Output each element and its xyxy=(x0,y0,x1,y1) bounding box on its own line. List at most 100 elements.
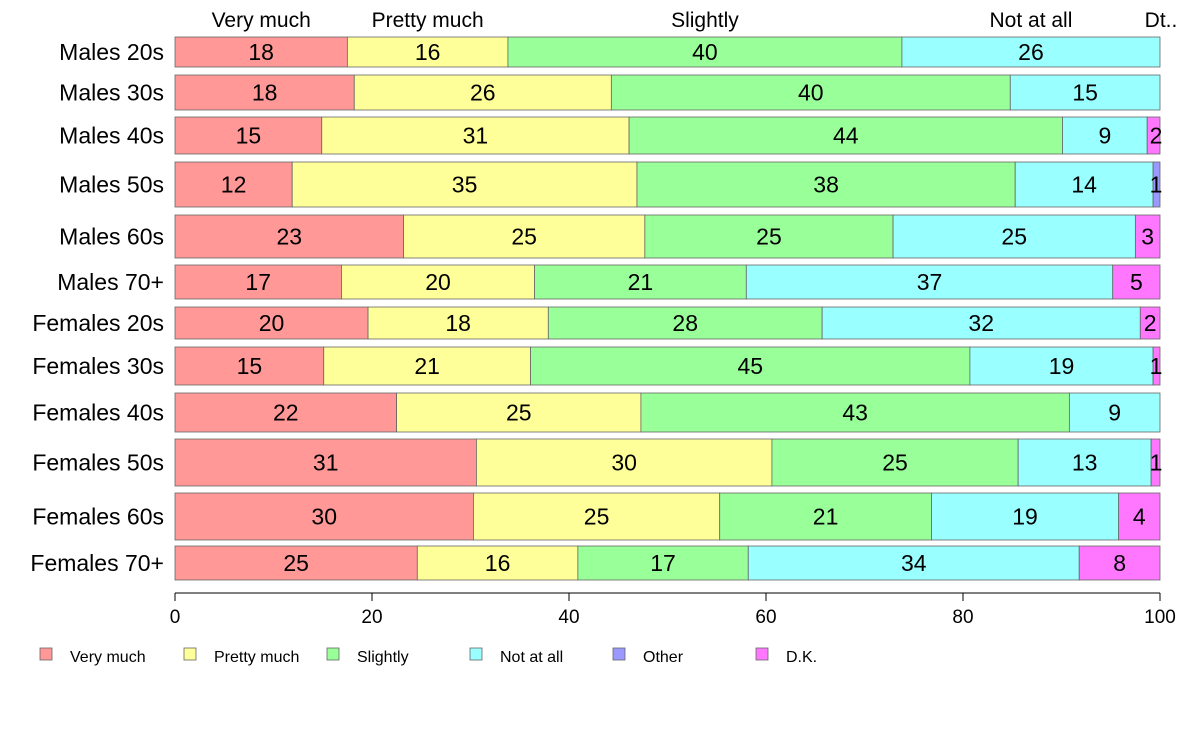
data-label: 25 xyxy=(756,224,782,250)
data-label: 19 xyxy=(1049,353,1075,379)
data-label: 34 xyxy=(901,550,927,576)
data-label: 31 xyxy=(313,450,339,476)
data-label: 40 xyxy=(692,39,718,65)
data-label: 17 xyxy=(650,550,676,576)
data-label: 16 xyxy=(485,550,511,576)
data-label: 45 xyxy=(737,353,763,379)
data-label: 31 xyxy=(463,123,489,149)
bar-segment xyxy=(174,36,348,68)
bar-segment xyxy=(174,392,398,433)
data-label: 26 xyxy=(470,80,496,106)
data-label: 20 xyxy=(259,310,285,336)
legend-swatch xyxy=(469,647,483,661)
bar-segment xyxy=(1146,116,1161,155)
bar-segment xyxy=(771,438,1019,487)
row-labels: Males 20s Males 30s Males 40s Males 50s Male… xyxy=(30,39,164,576)
bar-segment xyxy=(1139,306,1161,340)
data-label: 25 xyxy=(584,504,610,530)
data-label: 17 xyxy=(245,269,271,295)
row-label: Females 30s xyxy=(32,353,164,379)
data-label: 9 xyxy=(1108,400,1121,426)
data-label: 13 xyxy=(1072,450,1098,476)
bar-segment xyxy=(1068,392,1161,433)
row-label: Males 30s xyxy=(59,80,164,106)
data-label: 30 xyxy=(311,504,337,530)
top-label: Not at all xyxy=(990,9,1073,32)
legend-swatch xyxy=(755,647,769,661)
x-tick-label: 0 xyxy=(170,607,181,628)
bar-segment xyxy=(547,306,823,340)
data-label: 37 xyxy=(917,269,943,295)
bar-segment xyxy=(323,346,531,386)
bar-segment xyxy=(1009,74,1161,111)
x-axis: 0 20 40 60 80 100 xyxy=(170,592,1176,628)
data-label: 21 xyxy=(628,269,654,295)
legend-label: Other xyxy=(643,649,684,666)
data-label: 25 xyxy=(511,224,537,250)
top-label: Slightly xyxy=(671,9,739,32)
data-label: 21 xyxy=(813,504,839,530)
bar-segment xyxy=(174,346,325,386)
bar-segment xyxy=(901,36,1161,68)
top-label: Dt.. xyxy=(1145,9,1178,32)
bar-segment xyxy=(291,161,638,208)
bar-segment xyxy=(346,36,509,68)
row-label: Females 70+ xyxy=(30,550,164,576)
data-label: 35 xyxy=(452,172,478,198)
x-tick-label: 20 xyxy=(361,607,382,628)
bar-segment xyxy=(473,492,721,541)
bar-segment xyxy=(321,116,630,155)
data-label: 32 xyxy=(968,310,994,336)
bar-segment xyxy=(1118,492,1161,541)
bar-segment xyxy=(174,74,355,111)
row-label: Males 20s xyxy=(59,39,164,65)
data-label: 15 xyxy=(237,353,263,379)
data-label: 18 xyxy=(252,80,278,106)
data-label: 44 xyxy=(833,123,859,149)
data-label: 28 xyxy=(672,310,698,336)
bar-segment xyxy=(1152,161,1161,208)
data-label: 43 xyxy=(842,400,868,426)
data-label: 18 xyxy=(445,310,471,336)
data-label: 38 xyxy=(813,172,839,198)
bar-segment xyxy=(416,545,579,581)
legend-label: Slightly xyxy=(357,649,409,666)
bar-segment xyxy=(174,492,474,541)
data-label: 19 xyxy=(1012,504,1038,530)
bar-segment xyxy=(507,36,903,68)
bar-segment xyxy=(353,74,612,111)
bar-segment xyxy=(1112,264,1161,300)
legend: Very much Pretty much Slightly Not at all Ot… xyxy=(39,647,817,666)
data-label: 5 xyxy=(1130,269,1143,295)
bar-segment xyxy=(577,545,749,581)
bar-segment xyxy=(174,116,323,155)
legend-label: Not at all xyxy=(500,649,563,666)
top-label: Pretty much xyxy=(372,9,484,32)
row-label: Females 60s xyxy=(32,504,164,530)
data-label: 30 xyxy=(611,450,637,476)
bar-segment xyxy=(534,264,747,300)
x-tick-label: 60 xyxy=(755,607,776,628)
bar-segment xyxy=(174,214,404,259)
bar-segment xyxy=(530,346,971,386)
bar-segment xyxy=(610,74,1011,111)
data-label: 26 xyxy=(1018,39,1044,65)
data-label: 8 xyxy=(1113,550,1126,576)
data-label: 14 xyxy=(1071,172,1097,198)
x-tick-label: 40 xyxy=(558,607,579,628)
data-label: 15 xyxy=(1072,80,1098,106)
legend-label: Pretty much xyxy=(214,649,299,666)
legend-swatch xyxy=(183,647,197,661)
bar-segment xyxy=(745,264,1114,300)
bar-segment xyxy=(1014,161,1154,208)
x-tick-label: 80 xyxy=(952,607,973,628)
row-label: Males 70+ xyxy=(57,269,164,295)
bar-segment xyxy=(892,214,1136,259)
bar-segment xyxy=(476,438,773,487)
data-label: 16 xyxy=(415,39,441,65)
data-label: 15 xyxy=(236,123,262,149)
bar-segment xyxy=(1078,545,1161,581)
data-label: 18 xyxy=(248,39,274,65)
row-label: Males 50s xyxy=(59,172,164,198)
